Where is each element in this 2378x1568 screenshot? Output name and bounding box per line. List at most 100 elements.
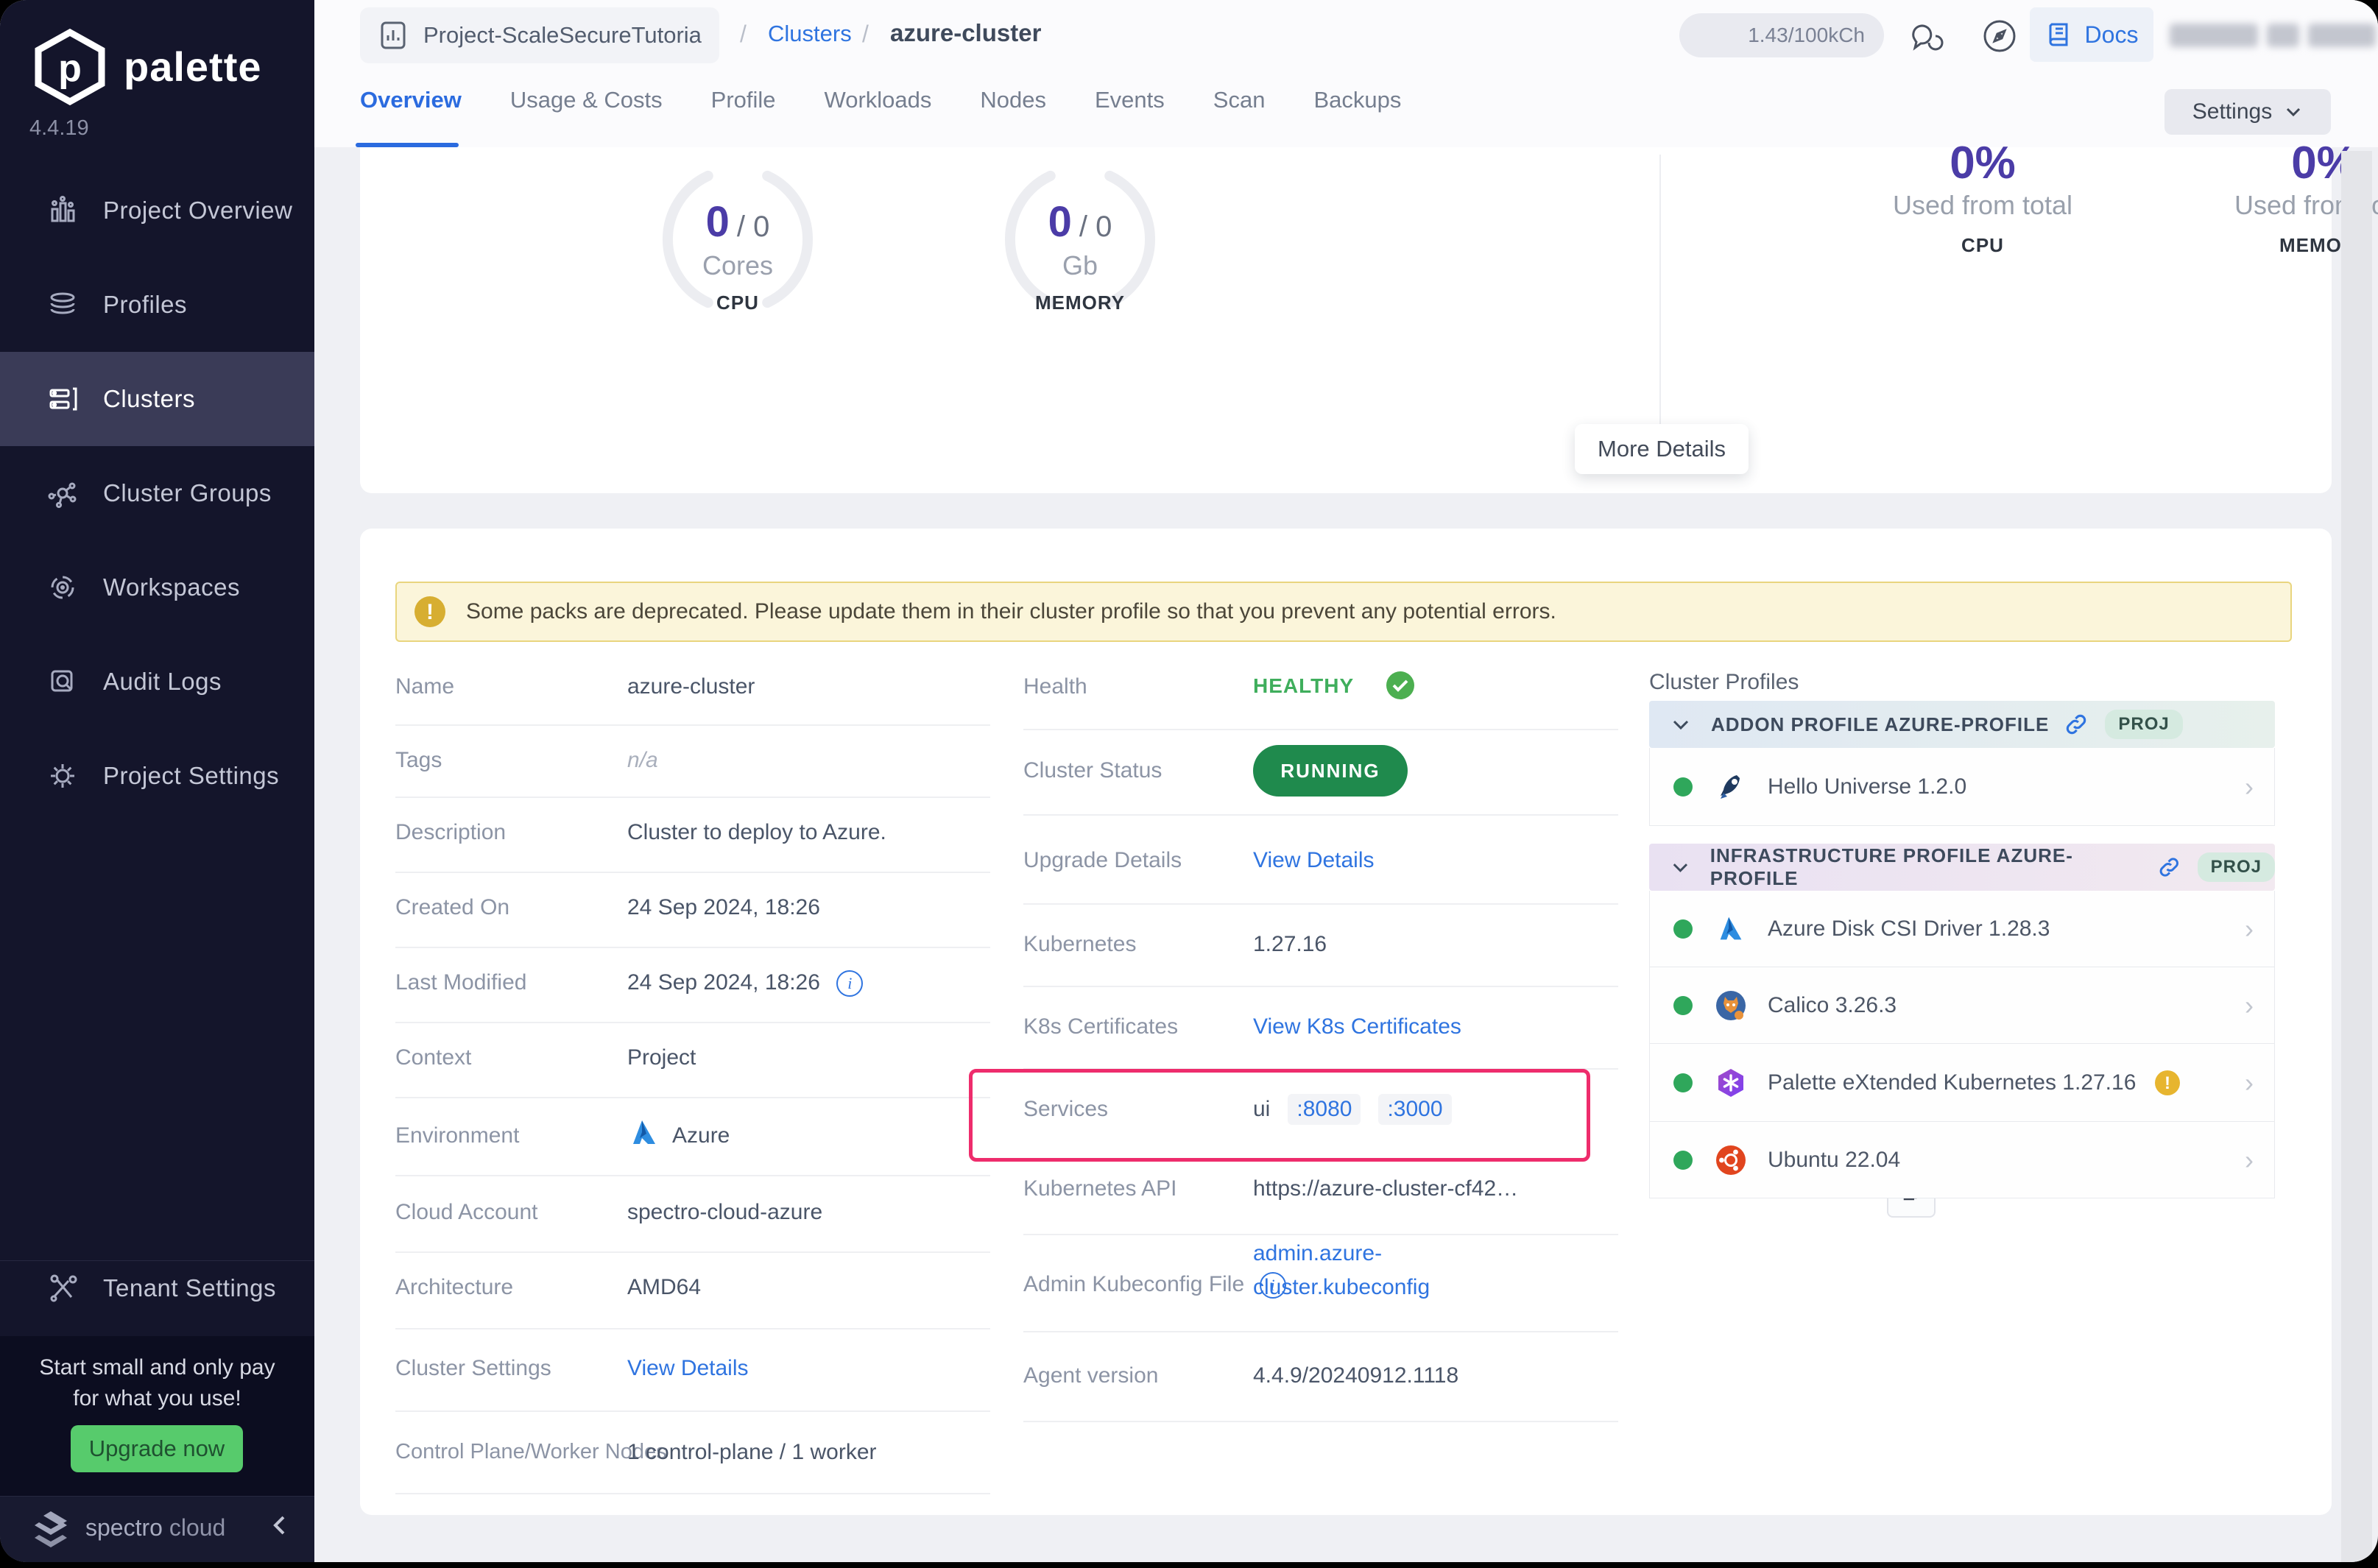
layers-icon xyxy=(46,288,80,322)
name-value: azure-cluster xyxy=(627,674,755,699)
tab-profile[interactable]: Profile xyxy=(710,87,776,113)
info-icon[interactable]: i xyxy=(836,970,864,997)
top-bar: Project-ScaleSecureTutoria / Clusters / … xyxy=(314,0,2378,147)
upgrade-details-link[interactable]: View Details xyxy=(1253,848,1375,872)
cpu-gauge-value: 0 / 0 xyxy=(627,197,848,247)
promo-line-1: Start small and only pay xyxy=(39,1355,275,1380)
cpu-percent-name: CPU xyxy=(1961,234,2004,256)
last-modified-label: Last Modified xyxy=(395,970,527,995)
sidebar-item-clusters[interactable]: Clusters xyxy=(0,352,314,446)
sidebar-item-audit-logs[interactable]: Audit Logs xyxy=(0,635,314,729)
cluster-settings-label: Cluster Settings xyxy=(395,1356,551,1380)
collapse-sidebar-icon[interactable] xyxy=(265,1508,294,1546)
tab-scan[interactable]: Scan xyxy=(1213,87,1266,113)
sidebar-item-project-settings[interactable]: Project Settings xyxy=(0,729,314,823)
pack-warning-icon: ! xyxy=(2153,1069,2181,1097)
sidebar-item-project-overview[interactable]: Project Overview xyxy=(0,163,314,258)
svg-text:!: ! xyxy=(426,600,434,624)
breadcrumb-clusters-link[interactable]: Clusters xyxy=(768,21,852,46)
docs-button[interactable]: Docs xyxy=(2030,7,2153,62)
kubernetes-api-label: Kubernetes API xyxy=(1023,1176,1177,1201)
service-name: ui xyxy=(1253,1097,1271,1121)
tab-usage-costs[interactable]: Usage & Costs xyxy=(509,87,663,113)
ubuntu-icon xyxy=(1715,1144,1747,1176)
cpu-total: / 0 xyxy=(736,211,770,243)
vertical-scrollbar[interactable] xyxy=(2341,151,2372,1562)
kubernetes-value: 1.27.16 xyxy=(1253,932,1327,956)
sidebar-item-label: Project Overview xyxy=(103,197,293,224)
tab-backups[interactable]: Backups xyxy=(1313,87,1402,113)
active-tab-indicator xyxy=(356,143,459,147)
brand-name: palette xyxy=(124,43,262,90)
project-chart-icon xyxy=(376,18,410,52)
breadcrumb-separator: / xyxy=(740,21,747,47)
spectro-cloud-logo-icon xyxy=(28,1507,74,1556)
pxk-icon xyxy=(1715,1067,1747,1099)
pack-status-dot xyxy=(1673,919,1693,939)
tab-nodes[interactable]: Nodes xyxy=(980,87,1046,113)
chevron-right-icon: › xyxy=(2245,989,2254,1020)
pack-status-dot xyxy=(1673,995,1693,1015)
footer-brand-left: spectro xyxy=(85,1514,163,1541)
agent-version-label: Agent version xyxy=(1023,1363,1159,1388)
info-icon-kubeconfig[interactable]: i xyxy=(1259,1272,1286,1299)
sidebar-footer: spectro cloud xyxy=(0,1496,314,1562)
cluster-settings-link[interactable]: View Details xyxy=(627,1356,749,1380)
sidebar-item-profiles[interactable]: Profiles xyxy=(0,258,314,352)
profile-pack-azure-disk[interactable]: Azure Disk CSI Driver 1.28.3 › xyxy=(1649,891,2275,967)
addon-profile-header[interactable]: ADDON PROFILE AZURE-PROFILE PROJ xyxy=(1649,701,2275,748)
services-label: Services xyxy=(1023,1097,1109,1121)
memory-gauge-arc xyxy=(1005,170,1155,308)
profile-pack-hello-universe[interactable]: Hello Universe 1.2.0 › xyxy=(1649,748,2275,826)
pack-name: Ubuntu 22.04 xyxy=(1768,1147,1901,1172)
sidebar-item-label: Cluster Groups xyxy=(103,479,272,506)
promo-line-2: for what you use! xyxy=(73,1386,241,1410)
nodes-label: Control Plane/Worker Nodes xyxy=(395,1440,667,1463)
tools-icon xyxy=(46,1271,80,1305)
chevron-down-icon xyxy=(1673,864,1688,872)
service-port-link-3000[interactable]: :3000 xyxy=(1378,1094,1452,1125)
proj-badge: PROJ xyxy=(2197,852,2275,882)
profile-pack-calico[interactable]: Calico 3.26.3 › xyxy=(1649,967,2275,1044)
user-name-redacted-3 xyxy=(2308,24,2376,47)
k8s-certificates-label: K8s Certificates xyxy=(1023,1014,1179,1039)
more-details-button[interactable]: More Details xyxy=(1575,424,1749,474)
tab-workloads[interactable]: Workloads xyxy=(824,87,932,113)
clusters-icon xyxy=(46,382,80,416)
chevron-right-icon: › xyxy=(2245,913,2254,944)
profile-pack-pxk[interactable]: Palette eXtended Kubernetes 1.27.16 ! › xyxy=(1649,1044,2275,1122)
svg-text:!: ! xyxy=(2164,1073,2170,1093)
description-label: Description xyxy=(395,820,507,844)
tab-events[interactable]: Events xyxy=(1095,87,1165,113)
profile-pack-ubuntu[interactable]: Ubuntu 22.04 › xyxy=(1649,1122,2275,1198)
upgrade-now-button[interactable]: Upgrade now xyxy=(71,1425,243,1472)
architecture-label: Architecture xyxy=(395,1275,514,1299)
footer-brand: spectro cloud xyxy=(85,1514,225,1541)
admin-kubeconfig-link[interactable]: admin.azure-cluster.kubeconfig xyxy=(1253,1241,1430,1299)
project-selector[interactable]: Project-ScaleSecureTutoria xyxy=(360,7,719,63)
context-value: Project xyxy=(627,1045,696,1070)
tags-label: Tags xyxy=(395,748,442,772)
cloud-account-value: spectro-cloud-azure xyxy=(627,1200,823,1224)
cluster-profiles-title: Cluster Profiles xyxy=(1649,670,1799,694)
memory-gauge-name: MEMORY xyxy=(1034,292,1126,314)
project-name: Project-ScaleSecureTutoria xyxy=(423,22,702,48)
k8s-certificates-link[interactable]: View K8s Certificates xyxy=(1253,1014,1461,1039)
memory-gauge-unit: Gb xyxy=(1062,250,1098,280)
settings-button[interactable]: Settings xyxy=(2164,89,2331,135)
sidebar-item-tenant-settings[interactable]: Tenant Settings xyxy=(0,1241,314,1335)
svg-text:p: p xyxy=(58,47,82,90)
chat-icon[interactable] xyxy=(1905,16,1944,60)
book-icon xyxy=(2045,20,2075,49)
compass-icon[interactable] xyxy=(1980,16,2019,60)
architecture-value: AMD64 xyxy=(627,1275,702,1299)
infra-profile-header[interactable]: INFRASTRUCTURE PROFILE AZURE-PROFILE PRO… xyxy=(1649,844,2275,891)
metrics-divider xyxy=(1659,155,1661,442)
sidebar-item-cluster-groups[interactable]: Cluster Groups xyxy=(0,446,314,540)
sidebar-item-workspaces[interactable]: Workspaces xyxy=(0,540,314,635)
service-port-link-8080[interactable]: :8080 xyxy=(1288,1094,1361,1125)
tab-overview[interactable]: Overview xyxy=(360,87,462,113)
user-name-redacted[interactable] xyxy=(2170,24,2258,47)
sidebar-item-label: Clusters xyxy=(103,385,196,412)
